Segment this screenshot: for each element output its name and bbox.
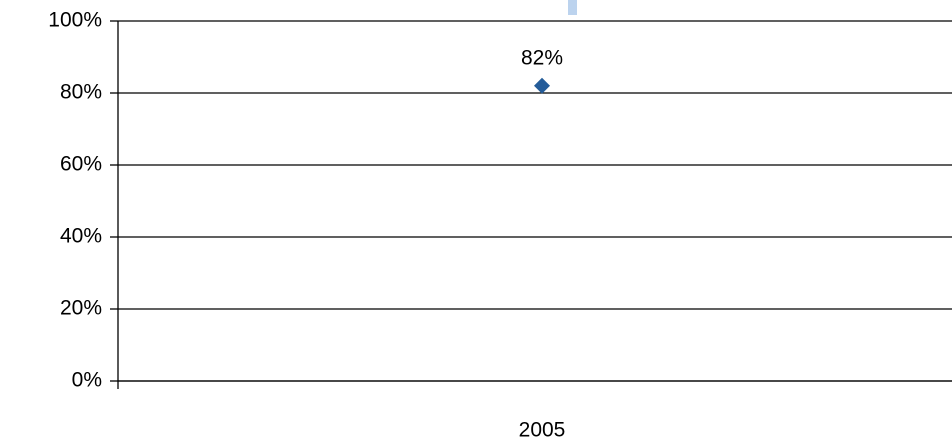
decoration	[568, 0, 577, 15]
x-tick-label: 2005	[519, 419, 566, 442]
y-tick-label: 0%	[72, 369, 102, 392]
y-tick-label: 20%	[60, 297, 102, 320]
data-label: 82%	[521, 46, 563, 69]
y-tick-label: 40%	[60, 225, 102, 248]
point	[534, 77, 550, 94]
y-tick-label: 60%	[60, 153, 102, 176]
y-tick-label: 80%	[60, 81, 102, 104]
y-tick-label: 100%	[48, 9, 102, 32]
